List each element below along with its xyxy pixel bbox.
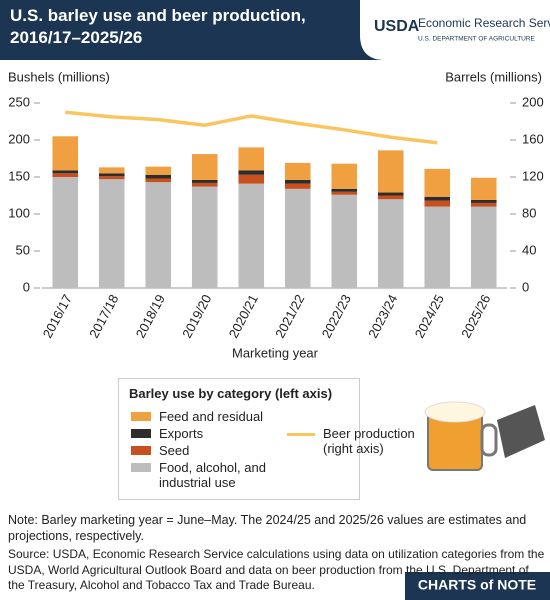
brand-band xyxy=(405,572,550,600)
source: Source: USDA, Economic Research Service … xyxy=(8,547,545,593)
legend-label: Feed and residual xyxy=(159,409,264,424)
bar-segment xyxy=(145,174,172,179)
x-tick-label: 2017/18 xyxy=(86,292,121,341)
legend-swatch xyxy=(287,433,315,436)
bar-segment xyxy=(377,192,404,196)
y-tick-label: 250 xyxy=(8,94,30,109)
x-tick-label: 2024/25 xyxy=(412,292,447,341)
y2-tick-label: 120 xyxy=(522,168,544,183)
logo: USDA xyxy=(374,18,420,35)
legend-label: Seed xyxy=(159,443,190,458)
beer-line xyxy=(65,110,438,145)
x-tick-label: 2021/22 xyxy=(272,292,307,341)
legend-swatch xyxy=(131,429,151,438)
bar-segment xyxy=(238,174,265,184)
legend-item: Exports xyxy=(131,426,341,441)
bar-segment xyxy=(470,206,497,288)
bar-segment xyxy=(470,202,497,207)
y-tick-label: 100 xyxy=(8,205,30,220)
bar-segment xyxy=(145,178,172,183)
y-tick-label: 0 xyxy=(23,279,30,294)
legend: Barley use by category (left axis) Feed … xyxy=(118,378,360,500)
bar-segment xyxy=(470,177,497,200)
brand: CHARTS of NOTE xyxy=(418,577,536,593)
bar-segment xyxy=(191,154,218,180)
bar-segment xyxy=(331,194,358,288)
legend-item: Seed xyxy=(131,443,341,458)
y-tick-label: 50 xyxy=(16,242,30,257)
bar-segment xyxy=(191,186,218,288)
legend-title: Barley use by category (left axis) xyxy=(129,386,333,401)
bar-segment xyxy=(191,182,218,187)
bar-segment xyxy=(377,195,404,200)
y2-tick-label: 80 xyxy=(522,205,536,220)
bar-segment xyxy=(424,196,451,201)
bar-segment xyxy=(98,179,125,288)
legend-swatch xyxy=(131,463,151,472)
bar-segment xyxy=(98,173,125,177)
y2-axis-title: Barrels (millions) xyxy=(445,69,542,84)
bar-segment xyxy=(52,173,79,177)
legend-item: Beer production (right axis) xyxy=(287,426,437,456)
chart-title: U.S. barley use and beer production, 2016… xyxy=(10,6,306,47)
bar-segment xyxy=(331,188,358,192)
bar-segment xyxy=(424,168,451,197)
bar-segment xyxy=(238,183,265,288)
bar-segment xyxy=(284,179,311,184)
bar-segment xyxy=(52,136,79,171)
bar-segment xyxy=(145,166,172,175)
legend-label: Food, alcohol, and industrial use xyxy=(159,460,266,490)
bar-segment xyxy=(238,170,265,175)
y-axis-title: Bushels (millions) xyxy=(8,69,110,84)
x-tick-label: 2020/21 xyxy=(226,292,261,341)
legend-swatch xyxy=(131,412,151,421)
legend-item: Food, alcohol, and industrial use xyxy=(131,460,341,490)
agency: Economic Research Service xyxy=(418,16,550,30)
logo-panel xyxy=(360,0,550,60)
x-tick-label: 2022/23 xyxy=(319,292,354,341)
x-tick-label: 2025/26 xyxy=(458,292,493,341)
bar-segment xyxy=(331,163,358,189)
bar-segment xyxy=(52,170,79,174)
bar-segment xyxy=(470,199,497,203)
bar-segment xyxy=(377,199,404,288)
y2-tick-label: 200 xyxy=(522,94,544,109)
x-tick-label: 2016/17 xyxy=(40,292,75,341)
y-tick-label: 200 xyxy=(8,131,30,146)
bar-segment xyxy=(377,150,404,193)
bar-segment xyxy=(424,200,451,207)
bar-segment xyxy=(238,147,265,171)
y2-tick-label: 160 xyxy=(522,131,544,146)
bar-segment xyxy=(284,188,311,288)
legend-swatch xyxy=(131,446,151,455)
bar-segment xyxy=(191,179,218,183)
mug xyxy=(424,401,545,471)
legend-item: Feed and residual xyxy=(131,409,341,424)
bar-segment xyxy=(284,183,311,189)
y2-tick-label: 0 xyxy=(522,279,529,294)
y-tick-label: 150 xyxy=(8,168,30,183)
bar-segment xyxy=(98,167,125,174)
bar-segment xyxy=(98,176,125,180)
x-tick-label: 2019/20 xyxy=(179,292,214,341)
bar-segment xyxy=(145,182,172,288)
legend-label: Beer production (right axis) xyxy=(323,426,415,456)
legend-label: Exports xyxy=(159,426,204,441)
bar-segment xyxy=(284,162,311,180)
bar-segment xyxy=(52,177,79,288)
note: Note: Barley marketing year = June–May. … xyxy=(8,513,527,544)
x-tick-label: 2023/24 xyxy=(365,292,400,341)
department: U.S. DEPARTMENT OF AGRICULTURE xyxy=(418,36,536,43)
bar-segment xyxy=(331,191,358,195)
bar-segment xyxy=(424,206,451,288)
y2-tick-label: 40 xyxy=(522,242,536,257)
x-axis-title: Marketing year xyxy=(232,345,319,360)
x-tick-label: 2018/19 xyxy=(133,292,168,341)
